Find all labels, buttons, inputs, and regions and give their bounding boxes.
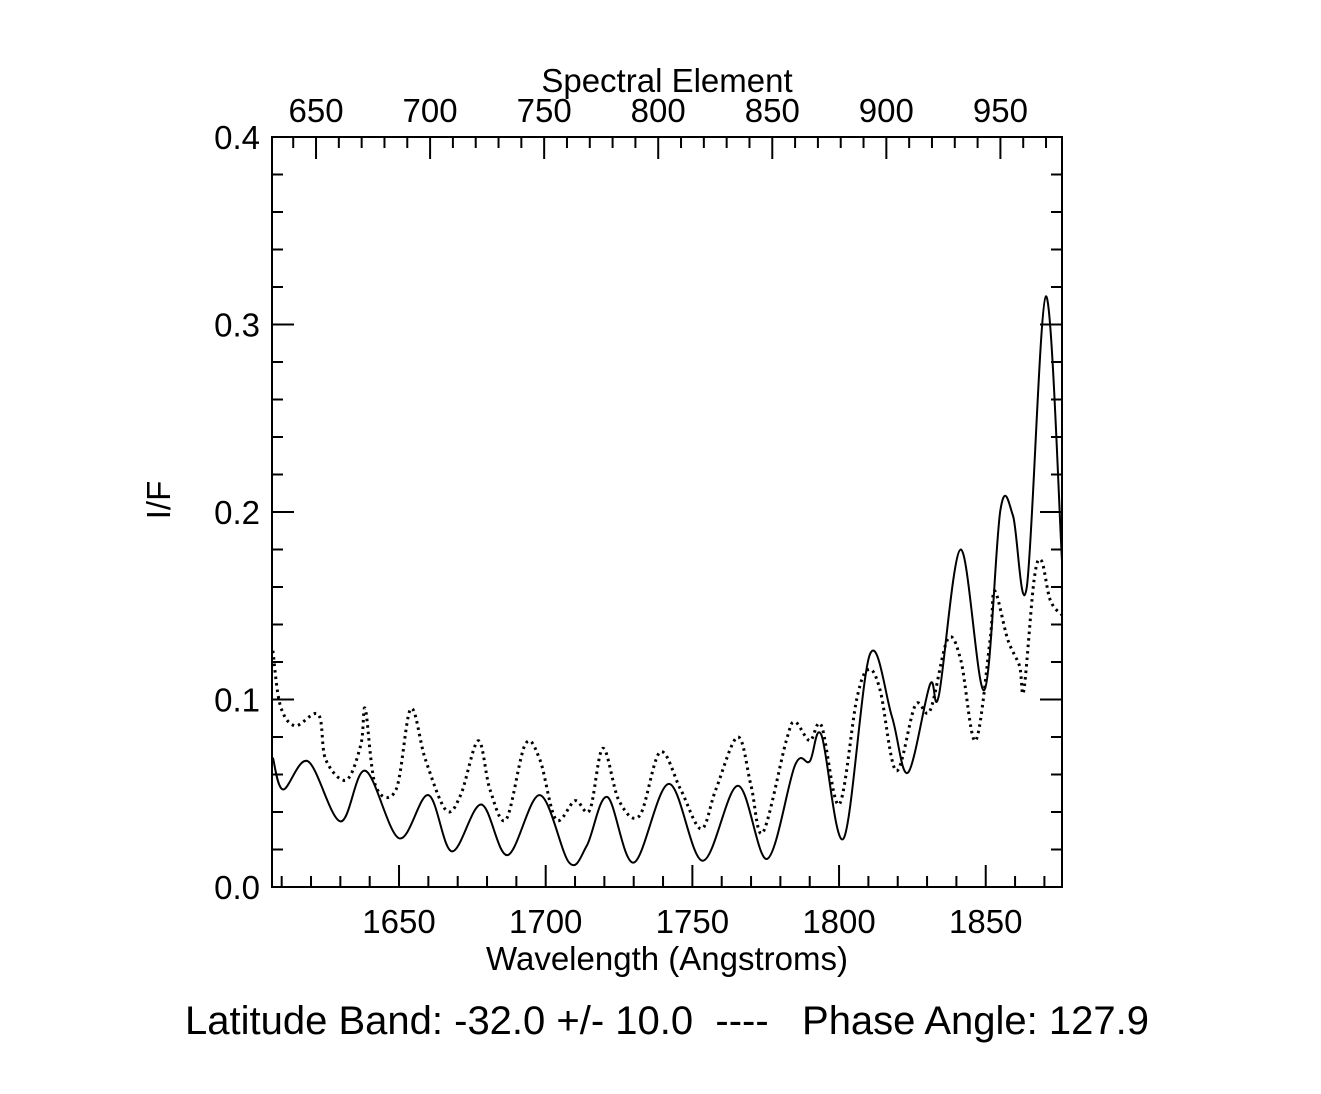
x-tick-label: 1800 [802,903,875,940]
series-layer [271,295,1064,867]
dotted-series-line [271,557,1064,836]
x2-tick-labels: 650 700 750 800 850 900 950 [288,92,1027,129]
y-tick-label: 0.4 [214,119,260,156]
y-tick-label: 0.2 [214,494,260,531]
y-axis-title: I/F [140,481,177,520]
plot-frame [271,136,1063,888]
x2-tick-label: 850 [745,92,800,129]
y-tick-label: 0.3 [214,307,260,344]
x2-tick-label: 650 [288,92,343,129]
axis-ticks [272,136,1062,888]
x2-tick-label: 900 [859,92,914,129]
x2-tick-label: 800 [631,92,686,129]
x-tick-label: 1650 [362,903,435,940]
x-tick-label: 1750 [656,903,729,940]
x2-axis-title: Spectral Element [541,62,792,99]
x-tick-label: 1700 [509,903,582,940]
x-axis-title: Wavelength (Angstroms) [486,940,848,977]
x2-tick-label: 700 [403,92,458,129]
y-tick-labels: 0.0 0.1 0.2 0.3 0.4 [214,119,260,906]
y-tick-label: 0.0 [214,869,260,906]
x-tick-labels: 1650 1700 1750 1800 1850 [362,903,1022,940]
y-tick-label: 0.1 [214,682,260,719]
x-tick-label: 1850 [949,903,1022,940]
x2-tick-label: 750 [517,92,572,129]
x2-tick-label: 950 [973,92,1028,129]
caption: Latitude Band: -32.0 +/- 10.0 ---- Phase… [185,999,1149,1043]
solid-series-line [271,295,1063,867]
